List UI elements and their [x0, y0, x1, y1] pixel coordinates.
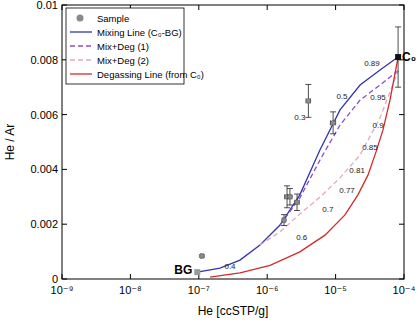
fraction-label: 0.7: [322, 205, 334, 214]
fraction-label: 0.81: [349, 166, 365, 175]
sample-point: [281, 218, 286, 223]
fraction-label: 0.77: [339, 186, 355, 195]
y-tick-label: 0.01: [37, 0, 58, 11]
x-tick-label: 10⁻⁶: [256, 284, 279, 296]
x-tick: [198, 5, 199, 10]
y-tick: [62, 114, 67, 115]
legend-swatch: [70, 59, 92, 60]
end-member-point: [395, 54, 401, 60]
series-line: [260, 71, 398, 245]
end-member-point: [194, 269, 200, 275]
y-error-bar: [281, 215, 287, 226]
y-tick: [399, 114, 404, 115]
fraction-label: 0.3: [294, 113, 306, 122]
legend-swatch: [70, 31, 92, 32]
y-tick: [62, 169, 67, 170]
x-tick-label: 10⁻⁹: [51, 284, 74, 296]
series-line: [280, 71, 398, 225]
x-tick: [267, 5, 268, 10]
fraction-label: 0.4: [224, 262, 236, 271]
legend-swatch: [70, 45, 92, 46]
y-error-bar: [305, 84, 311, 117]
x-axis-title: He [ccSTP/g]: [198, 304, 269, 318]
sample-point: [295, 200, 300, 205]
fraction-label: 0.89: [364, 59, 380, 68]
x-tick: [335, 5, 336, 10]
chart: 10⁻⁹ 10⁻⁸ 10⁻⁷ 10⁻⁶ 10⁻⁵ 10⁻⁴ 0 0.002 0.004 0.006…: [0, 0, 418, 321]
legend-label: Mix+Deg (1): [97, 41, 149, 52]
y-tick-label: 0.002: [30, 218, 58, 230]
y-tick-label: 0.008: [30, 54, 58, 66]
sample-point: [331, 120, 336, 125]
fraction-label: 0.85: [362, 143, 378, 152]
legend: Sample Mixing Line (C₀-BG) Mix+Deg (1) Mix+…: [66, 8, 204, 84]
y-axis-title: He / Ar: [3, 124, 17, 161]
x-tick-label: 10⁻⁴: [393, 284, 416, 296]
end-member-label: C₀: [402, 50, 416, 64]
sample-point: [199, 253, 204, 258]
x-tick-label: 10⁻⁷: [188, 284, 210, 296]
x-error-bar: [306, 98, 310, 103]
y-tick: [399, 224, 404, 225]
legend-label: Degassing Line (from C₀): [97, 69, 204, 80]
legend-swatch: [70, 73, 92, 74]
end-member-label: BG: [174, 263, 192, 277]
x-tick: [267, 274, 268, 279]
x-tick: [335, 274, 336, 279]
fraction-label: 0.95: [370, 93, 386, 102]
plot-frame: [62, 5, 404, 279]
y-error-bar: [294, 194, 300, 210]
y-tick-label: 0.004: [30, 163, 58, 175]
y-error-bar: [330, 112, 336, 134]
x-error-bar: [288, 194, 292, 199]
x-tick-label: 10⁻⁸: [119, 284, 142, 296]
end-member-error-bar: [395, 27, 401, 87]
fraction-label: 0.9: [372, 121, 384, 130]
x-error-bar: [282, 218, 285, 223]
legend-label: Mixing Line (C₀-BG): [97, 27, 182, 38]
fraction-label: 0.6: [296, 233, 308, 242]
series-line: [197, 57, 398, 272]
legend-label: Mix+Deg (2): [97, 55, 149, 66]
fraction-label: 0.5: [336, 92, 348, 101]
legend-label: Sample: [97, 13, 129, 24]
y-tick: [399, 169, 404, 170]
series-line: [210, 57, 398, 277]
sample-point: [306, 98, 311, 103]
y-error-bar: [287, 189, 293, 205]
x-error-bar: [295, 200, 299, 205]
x-tick: [130, 274, 131, 279]
sample-point: [287, 194, 292, 199]
x-tick-label: 10⁻⁵: [324, 284, 347, 296]
y-tick-label: 0: [52, 273, 58, 285]
legend-swatch: [77, 15, 84, 22]
y-tick: [62, 224, 67, 225]
x-error-bar: [330, 120, 335, 125]
plot-data: [194, 27, 401, 277]
y-tick-label: 0.006: [30, 109, 58, 121]
